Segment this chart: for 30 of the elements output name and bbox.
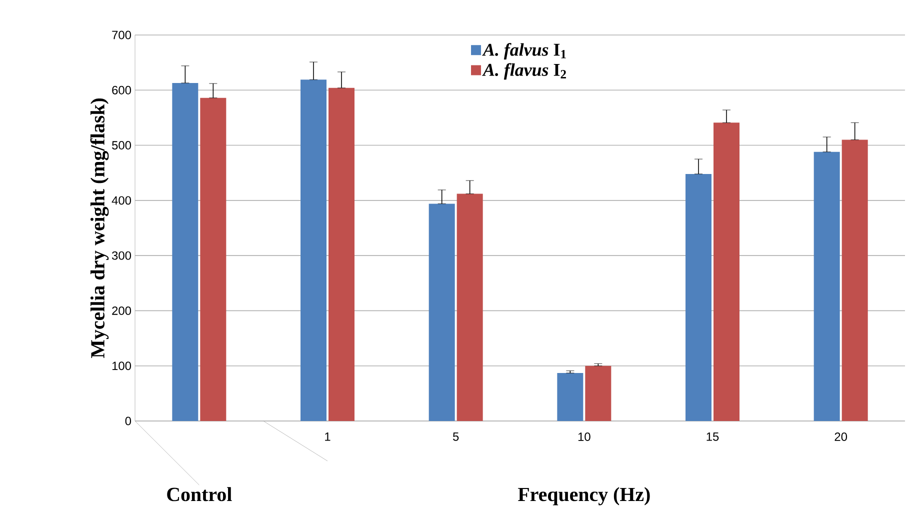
y-tick-label: 100 [112,362,132,370]
y-tick-label: 200 [112,306,132,315]
y-tick-label: 300 [112,251,132,260]
y-axis-title: Mycellia dry weight (mg/flask) [90,98,109,358]
bar [557,373,584,421]
x-tick-label: 15 [706,432,719,441]
legend-label: A. flavus I$_{2}$ [482,63,566,80]
bar [328,88,354,421]
x-tick-label: 5 [453,432,459,441]
bar [428,204,455,421]
y-tick-label: 400 [112,196,132,205]
bar [172,82,198,421]
x-tick-label: 1 [325,432,330,441]
x-tick-label: 10 [578,432,590,441]
text: Control [167,487,232,502]
bar [585,366,612,421]
bar [814,152,840,421]
y-tick-label: 600 [112,86,132,94]
bar [300,80,327,421]
legend-label: A. falvus I$_{1}$ [482,43,566,60]
bar [842,140,868,421]
x-axis-title: Frequency (Hz) [518,487,650,506]
bar [686,174,712,421]
y-tick-label: 700 [112,30,132,40]
bar [456,194,483,421]
y-tick-label: 0 [125,416,132,426]
x-tick-label: 20 [834,432,848,441]
bar [714,122,740,421]
y-tick-label: 500 [112,141,132,150]
bar [200,98,226,421]
